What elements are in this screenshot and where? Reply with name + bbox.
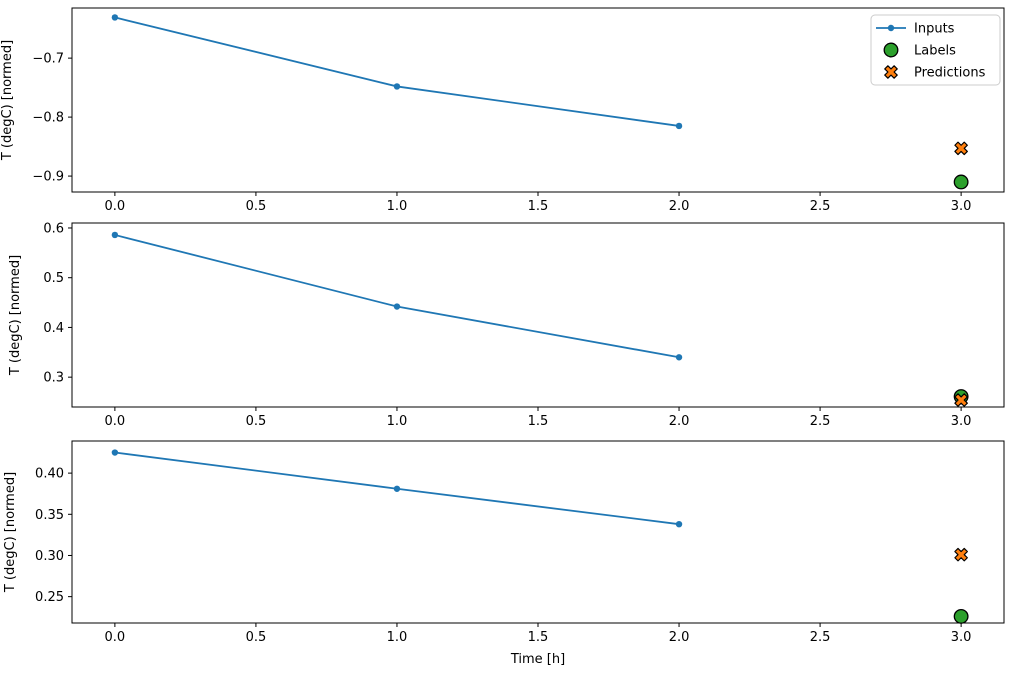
legend-box [870, 14, 1001, 86]
label-circle-marker [953, 174, 969, 190]
subplot-3: 0.40 0.35 0.30 0.25 0.0 0.5 1.0 1.5 2.0 2.5 3.0 T (… [3, 440, 1005, 667]
y-axis-label: T (degC) [normed] [8, 255, 23, 376]
x-tick-label: 2.5 [810, 199, 831, 214]
label-circle-marker [953, 608, 969, 624]
x-tick-label: 3.0 [951, 630, 972, 645]
y-tick-label: 0.40 [35, 467, 64, 482]
x-axis-label: Time [h] [510, 652, 565, 667]
x-tick-label: 1.5 [528, 199, 549, 214]
legend-labels-circle-sample [883, 42, 899, 58]
x-tick-label: 0.5 [246, 414, 267, 429]
inputs-point-marker [393, 303, 401, 310]
subplot-1: −0.7 −0.8 −0.9 0.0 0.5 1.0 1.5 2.0 2.5 3.0 T (degC… [0, 7, 1005, 214]
x-tick-label: 0.0 [105, 414, 126, 429]
x-tick-label: 3.0 [951, 199, 972, 214]
legend-inputs-dot-sample [887, 24, 895, 32]
x-tick-label: 2.5 [810, 630, 831, 645]
inputs-point-marker [393, 83, 401, 90]
y-tick-label: −0.7 [32, 52, 64, 67]
prediction-x-marker [954, 393, 968, 407]
inputs-point-marker [111, 449, 119, 456]
legend-predictions-x-sample [884, 65, 898, 79]
x-tick-label: 2.0 [669, 630, 690, 645]
x-tick-label: 1.5 [528, 414, 549, 429]
x-tick-label: 3.0 [951, 414, 972, 429]
y-axis-label: T (degC) [normed] [3, 472, 18, 593]
x-tick-label: 2.0 [669, 199, 690, 214]
y-tick-label: 0.4 [43, 321, 64, 336]
inputs-point-marker [675, 122, 683, 130]
y-tick-label: 0.5 [43, 271, 64, 286]
inputs-line [114, 234, 680, 359]
y-tick-label: 0.6 [43, 221, 64, 236]
y-tick-label: 0.35 [35, 508, 64, 523]
legend: Inputs Labels Predictions [870, 14, 1001, 86]
prediction-x-marker [954, 141, 968, 156]
inputs-point-marker [675, 520, 683, 528]
inputs-point-marker [675, 354, 683, 361]
axes-frame [71, 440, 1005, 624]
subplot-2: 0.6 0.5 0.4 0.3 0.0 0.5 1.0 1.5 2.0 2.5 3.0 T (degC… [8, 221, 1005, 429]
y-axis-label: T (degC) [normed] [0, 40, 15, 161]
inputs-line [114, 16, 680, 127]
x-tick-label: 2.5 [810, 414, 831, 429]
legend-entry-label: Predictions [914, 66, 986, 81]
x-tick-label: 1.5 [528, 630, 549, 645]
y-tick-label: 0.3 [43, 371, 64, 386]
y-tick-label: −0.9 [32, 170, 64, 185]
x-tick-label: 1.0 [387, 199, 408, 214]
prediction-x-marker [954, 547, 968, 562]
x-tick-label: 0.0 [105, 199, 126, 214]
y-tick-label: −0.8 [32, 111, 64, 126]
axes-frame [71, 7, 1005, 193]
y-tick-label: 0.25 [35, 590, 64, 605]
x-tick-label: 2.0 [669, 414, 690, 429]
x-tick-label: 1.0 [387, 630, 408, 645]
x-tick-label: 0.5 [246, 199, 267, 214]
inputs-point-marker [111, 14, 119, 21]
y-tick-label: 0.30 [35, 549, 64, 564]
axes-frame [71, 222, 1005, 408]
inputs-point-marker [393, 485, 401, 492]
x-tick-label: 0.5 [246, 630, 267, 645]
legend-entry-label: Labels [914, 44, 956, 59]
x-tick-label: 0.0 [105, 630, 126, 645]
inputs-point-marker [111, 231, 119, 239]
x-tick-label: 1.0 [387, 414, 408, 429]
legend-entry-label: Inputs [914, 22, 955, 37]
